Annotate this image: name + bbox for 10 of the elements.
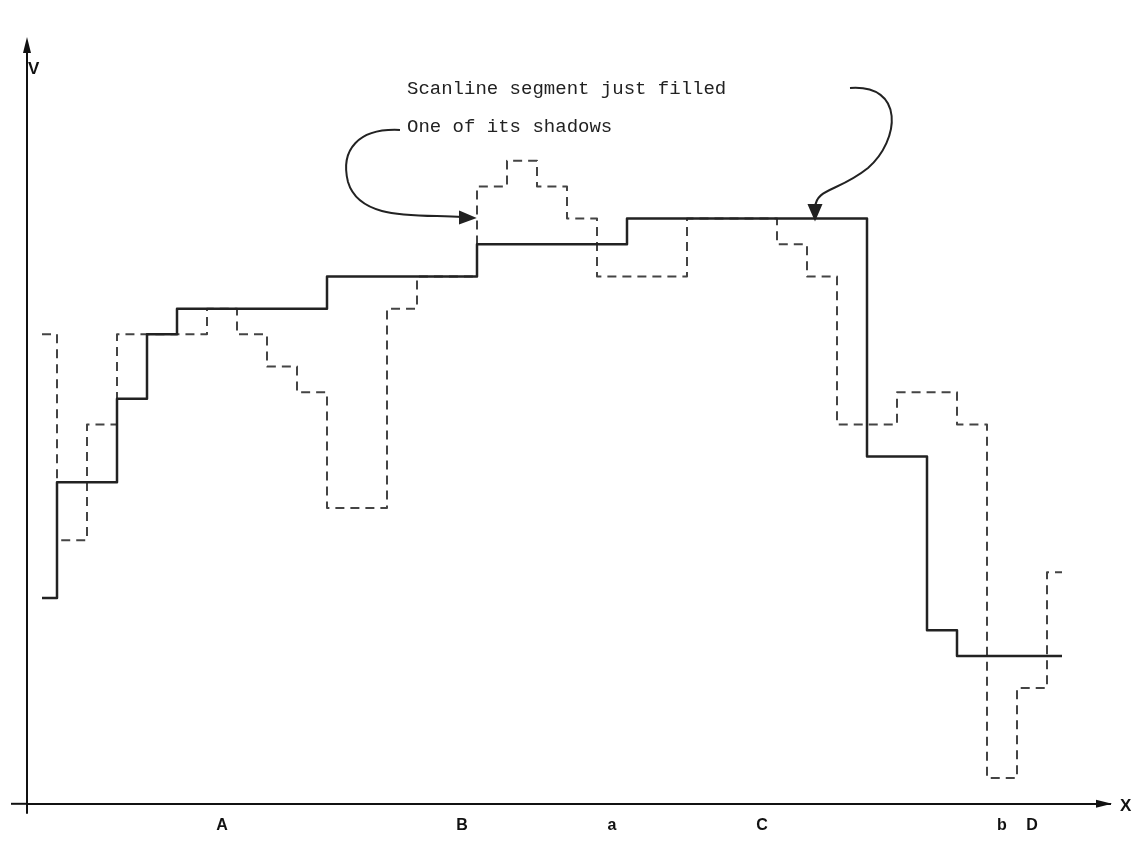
- x-tick-label: A: [216, 815, 229, 833]
- x-tick-label: b: [997, 815, 1008, 833]
- x-tick-label: C: [756, 815, 769, 833]
- y-axis-title: V: [28, 58, 40, 78]
- text: Scanline segment just filled: [407, 78, 727, 100]
- x-axis-title: X: [1120, 796, 1132, 816]
- text: One of its shadows: [407, 116, 613, 138]
- x-tick-label: a: [607, 815, 617, 833]
- x-tick-label: B: [456, 815, 468, 833]
- x-tick-label: D: [1026, 815, 1038, 833]
